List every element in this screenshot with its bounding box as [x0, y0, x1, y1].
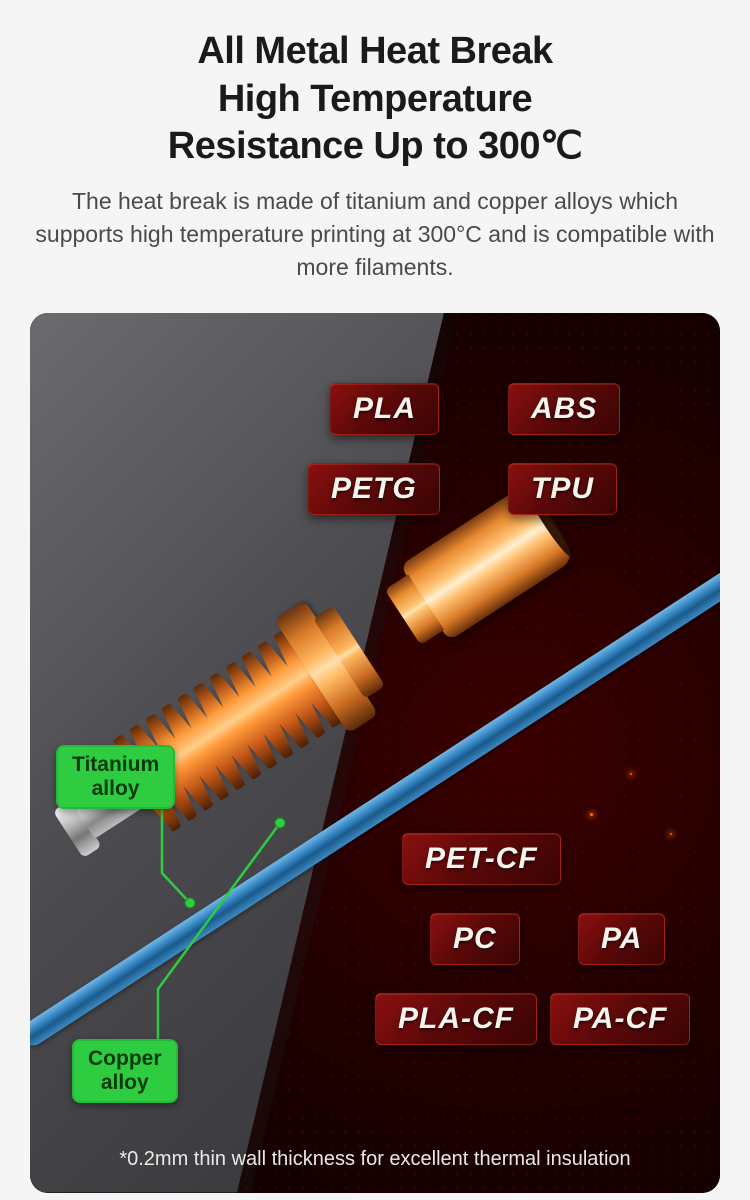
material-badge: PETG: [308, 463, 440, 515]
callout-label: Titanium: [72, 753, 159, 776]
material-badge: PA-CF: [550, 993, 690, 1045]
callout-label: alloy: [101, 1071, 149, 1094]
page-subtitle: The heat break is made of titanium and c…: [30, 185, 720, 285]
material-badge: PC: [430, 913, 520, 965]
material-badge: ABS: [508, 383, 620, 435]
title-line-2: High Temperature: [218, 78, 532, 120]
title-line-3: Resistance Up to 300℃: [168, 125, 582, 167]
hero-illustration: Titanium alloy Copper alloy PLA ABS PETG TP…: [30, 313, 720, 1193]
material-badge: TPU: [508, 463, 617, 515]
material-badge: PLA-CF: [375, 993, 537, 1045]
material-badge: PLA: [330, 383, 439, 435]
material-badge: PA: [578, 913, 665, 965]
callout-label: Copper: [88, 1047, 162, 1070]
callout-titanium: Titanium alloy: [56, 745, 175, 809]
callout-copper: Copper alloy: [72, 1039, 178, 1103]
title-line-1: All Metal Heat Break: [197, 30, 552, 72]
material-badge: PET-CF: [402, 833, 561, 885]
header: All Metal Heat Break High Temperature Re…: [0, 0, 750, 303]
callout-label: alloy: [92, 777, 140, 800]
footnote: *0.2mm thin wall thickness for excellent…: [30, 1148, 720, 1171]
page-title: All Metal Heat Break High Temperature Re…: [30, 28, 720, 171]
